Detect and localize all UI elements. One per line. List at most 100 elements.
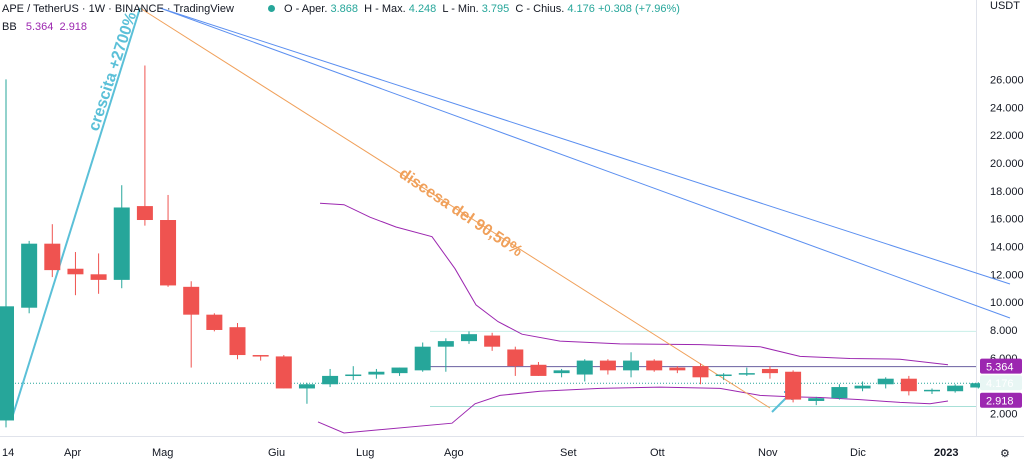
y-tick-label: 14.000 xyxy=(990,241,1024,253)
candle xyxy=(877,377,894,389)
open-label: O - Aper. xyxy=(284,3,328,15)
change-value: +0.308 (+7.96%) xyxy=(597,3,680,15)
candle xyxy=(391,367,408,376)
low-label: L - Min. xyxy=(442,3,479,15)
candle-body xyxy=(229,327,246,356)
candle xyxy=(785,370,802,403)
candle xyxy=(437,338,454,372)
x-tick-label: Ago xyxy=(444,447,464,459)
candle xyxy=(183,281,200,368)
bb-name: BB xyxy=(2,21,17,33)
x-tick-label: Mag xyxy=(152,447,173,459)
price-tag-upper: 5.364 xyxy=(986,362,1014,374)
candle-body xyxy=(67,268,84,275)
market-status-dot xyxy=(268,5,275,12)
bb-upper-value: 5.364 xyxy=(25,21,54,33)
candle xyxy=(854,381,871,392)
candle-body xyxy=(484,335,501,347)
y-tick-label: 10.000 xyxy=(990,297,1024,309)
candle xyxy=(623,352,640,378)
x-tick-label: Nov xyxy=(758,447,778,459)
candle-body xyxy=(646,360,663,371)
bb-legend[interactable]: BB 5.364 2.918 xyxy=(2,21,87,33)
candle xyxy=(692,363,709,385)
candle-body xyxy=(808,398,825,401)
y-tick-label: 26.000 xyxy=(990,74,1024,86)
growth-annotation: crescita +2700% xyxy=(86,10,141,133)
bb-lower-band xyxy=(317,386,949,434)
candle xyxy=(599,359,616,375)
price-tag-lower: 2.918 xyxy=(986,396,1014,408)
x-tick-label: Ott xyxy=(650,447,665,459)
candle-body xyxy=(0,306,14,421)
candle-body xyxy=(530,364,547,376)
x-tick-label: Giu xyxy=(268,447,285,459)
candle xyxy=(970,382,987,389)
candle-body xyxy=(206,314,223,330)
x-tick-label: Apr xyxy=(64,447,81,459)
y-tick-label: 16.000 xyxy=(990,214,1024,226)
candle xyxy=(738,367,755,376)
x-tick-label: 2023 xyxy=(934,447,958,459)
candle xyxy=(345,366,362,381)
candle-body xyxy=(160,220,177,286)
candle-body xyxy=(761,368,778,374)
x-axis-ticks: 14 Apr Mag Giu Lug Ago Set Ott Nov Dic 2023 xyxy=(2,447,958,459)
candle xyxy=(368,368,385,379)
candle xyxy=(298,382,315,404)
settings-gear-icon[interactable]: ⚙ xyxy=(1000,448,1010,460)
candle-body xyxy=(970,383,987,388)
candle-body xyxy=(692,366,709,378)
candle xyxy=(136,65,153,226)
bb-upper-band xyxy=(319,202,949,366)
candle xyxy=(507,346,524,376)
price-tag-lower-bg xyxy=(980,392,1022,408)
decline-annotation: discesa del 90,50% xyxy=(396,165,526,260)
candle-body xyxy=(136,206,153,221)
candle xyxy=(947,384,964,393)
candle xyxy=(669,366,686,374)
trend-line-upper xyxy=(159,7,1011,285)
close-value: 4.176 xyxy=(567,3,595,15)
x-tick-label: Lug xyxy=(356,447,374,459)
candle-body xyxy=(414,346,431,371)
candle xyxy=(67,252,84,296)
candle xyxy=(229,323,246,360)
candle xyxy=(831,384,848,400)
open-value: 3.868 xyxy=(330,3,359,15)
low-value: 3.795 xyxy=(481,3,510,15)
high-value: 4.248 xyxy=(408,3,437,15)
candle-body xyxy=(623,360,640,371)
symbol-title: APE / TetherUS · 1W · BINANCE · TradingV… xyxy=(2,3,234,15)
close-label: C - Chius. xyxy=(515,3,565,15)
ohlc-legend: O - Aper. 3.868 H - Max. 4.248 L - Min. … xyxy=(284,3,680,15)
candle-body xyxy=(44,243,61,271)
y-tick-label: 24.000 xyxy=(990,102,1024,114)
candle-body xyxy=(831,387,848,399)
price-tag-last: 4.176 xyxy=(986,378,1014,390)
candle xyxy=(715,373,732,381)
candle-body xyxy=(391,367,408,374)
candle-body xyxy=(183,286,200,315)
candle-body xyxy=(252,355,269,357)
candle-body xyxy=(553,370,570,374)
candle-body xyxy=(785,371,802,400)
trend-line-lower xyxy=(159,7,1011,319)
candle xyxy=(484,332,501,351)
candle xyxy=(160,194,177,287)
candle xyxy=(206,313,223,332)
bb-lower-value: 2.918 xyxy=(59,21,88,33)
candle-body xyxy=(854,385,871,389)
candle-body xyxy=(947,385,964,392)
candle xyxy=(646,359,663,372)
candle-body xyxy=(924,389,940,392)
y-tick-label: 2.000 xyxy=(990,409,1018,421)
x-tick-label: 14 xyxy=(2,447,14,459)
currency-label: USDT xyxy=(990,0,1020,12)
candle-body xyxy=(900,378,917,392)
candle xyxy=(414,342,431,372)
candle xyxy=(275,355,292,389)
candle-body xyxy=(298,384,315,389)
candle xyxy=(21,240,38,314)
